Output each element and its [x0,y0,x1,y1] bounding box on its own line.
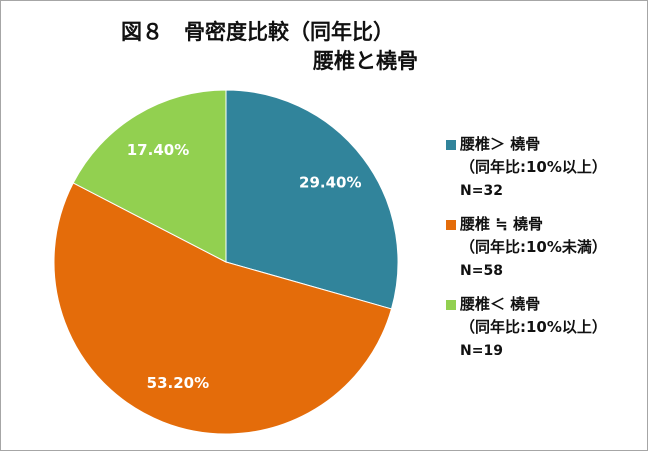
legend-label-3-line2: （同年比:10%以上） [460,318,607,336]
legend-item-2: 腰椎 ≒ 橈骨 （同年比:10%未満） N=58 [446,214,644,294]
legend-label-3-line1: 腰椎＜ 橈骨 [460,295,541,313]
legend-label-1-count: N=32 [460,183,503,199]
chart-subtitle: 腰椎と橈骨 [313,49,418,73]
legend-swatch-2 [446,220,456,230]
legend-label-2-count: N=58 [460,263,503,279]
pie-slice-1 [225,89,399,310]
pie-slice-2 [53,182,393,435]
data-label-3: 17.40% [127,141,189,159]
pie-slice-3 [72,89,227,263]
legend: 腰椎＞ 橈骨 （同年比:10%以上） N=32 腰椎 ≒ 橈骨 （同年比:10%… [446,134,644,374]
legend-label-2-line1: 腰椎 ≒ 橈骨 [460,215,544,233]
legend-swatch-1 [446,140,456,150]
legend-label-1-line2: （同年比:10%以上） [460,158,607,176]
legend-swatch-3 [446,300,456,310]
data-label-2: 53.20% [147,374,209,392]
data-label-1: 29.40% [299,174,361,192]
legend-item-1: 腰椎＞ 橈骨 （同年比:10%以上） N=32 [446,134,644,214]
legend-label-1-line1: 腰椎＞ 橈骨 [460,135,541,153]
legend-label-3-count: N=19 [460,343,503,359]
chart-title: 図８ 骨密度比較（同年比） [121,20,394,44]
legend-item-3: 腰椎＜ 橈骨 （同年比:10%以上） N=19 [446,294,644,374]
legend-label-2-line2: （同年比:10%未満） [460,238,607,256]
